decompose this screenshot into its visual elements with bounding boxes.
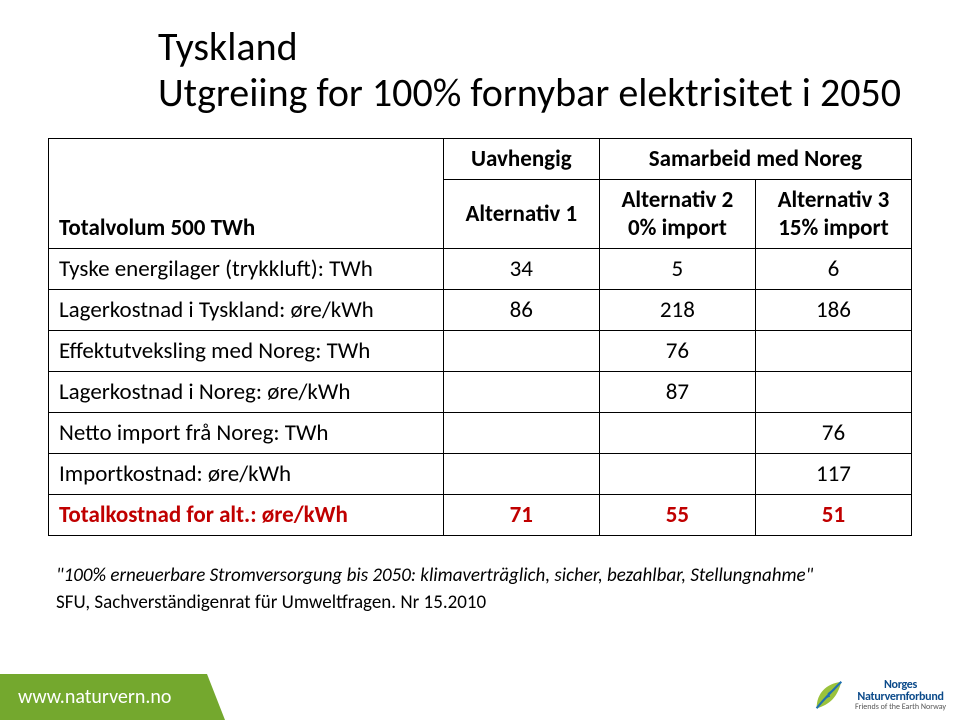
cell: [443, 331, 599, 372]
row-label: Netto import frå Noreg: TWh: [49, 413, 444, 454]
col-alt2: Alternativ 2 0% import: [599, 180, 755, 249]
table-row: Effektutveksling med Noreg: TWh 76: [49, 331, 912, 372]
col-alt3: Alternativ 3 15% import: [755, 180, 911, 249]
title-line-1: Tyskland: [158, 24, 912, 70]
row-label: Totalkostnad for alt.: øre/kWh: [49, 495, 444, 536]
cell: 34: [443, 249, 599, 290]
cell: [443, 413, 599, 454]
col-group-uavhengig: Uavhengig: [443, 139, 599, 180]
logo-text: Norges Naturvernforbund Friends of the E…: [855, 679, 946, 711]
row-label: Importkostnad: øre/kWh: [49, 454, 444, 495]
cell: [443, 454, 599, 495]
leaf-icon: [809, 676, 847, 714]
table-row: Netto import frå Noreg: TWh 76: [49, 413, 912, 454]
source-text: SFU, Sachverständigenrat für Umweltfrage…: [56, 591, 912, 614]
cell: [599, 454, 755, 495]
footer-url: www.naturvern.no: [0, 674, 225, 720]
row-label: Lagerkostnad i Tyskland: øre/kWh: [49, 290, 444, 331]
table-row: Lagerkostnad i Tyskland: øre/kWh 86 218 …: [49, 290, 912, 331]
cell: 76: [599, 331, 755, 372]
table-row: Importkostnad: øre/kWh 117: [49, 454, 912, 495]
col-alt2-b: 0% import: [628, 214, 727, 242]
slide: Tyskland Utgreiing for 100% fornybar ele…: [0, 0, 960, 720]
corner-header: Totalvolum 500 TWh: [49, 139, 444, 249]
cell: [755, 372, 911, 413]
cell: 76: [755, 413, 911, 454]
col-alt2-a: Alternativ 2: [622, 186, 734, 214]
title-block: Tyskland Utgreiing for 100% fornybar ele…: [158, 24, 912, 116]
data-table: Totalvolum 500 TWh Uavhengig Samarbeid m…: [48, 138, 912, 536]
table-head: Totalvolum 500 TWh Uavhengig Samarbeid m…: [49, 139, 912, 249]
cell: 71: [443, 495, 599, 536]
cell: 51: [755, 495, 911, 536]
cell: 55: [599, 495, 755, 536]
row-label: Effektutveksling med Noreg: TWh: [49, 331, 444, 372]
row-label: Lagerkostnad i Noreg: øre/kWh: [49, 372, 444, 413]
cell: [599, 413, 755, 454]
logo-line-bot: Friends of the Earth Norway: [855, 703, 946, 711]
footer-logo: Norges Naturvernforbund Friends of the E…: [809, 676, 946, 714]
cell: 218: [599, 290, 755, 331]
col-alt1: Alternativ 1: [443, 180, 599, 249]
row-label: Tyske energilager (trykkluft): TWh: [49, 249, 444, 290]
col-group-samarbeid: Samarbeid med Noreg: [599, 139, 911, 180]
cell: 186: [755, 290, 911, 331]
header-row-1: Totalvolum 500 TWh Uavhengig Samarbeid m…: [49, 139, 912, 180]
col-alt3-b: 15% import: [778, 214, 889, 242]
table-row: Lagerkostnad i Noreg: øre/kWh 87: [49, 372, 912, 413]
cell: 87: [599, 372, 755, 413]
cell: 86: [443, 290, 599, 331]
title-line-2: Utgreiing for 100% fornybar elektrisitet…: [158, 70, 912, 116]
table-body: Tyske energilager (trykkluft): TWh 34 5 …: [49, 249, 912, 536]
quote-text: "100% erneuerbare Stromversorgung bis 20…: [56, 564, 912, 587]
table-row: Tyske energilager (trykkluft): TWh 34 5 …: [49, 249, 912, 290]
cell: [443, 372, 599, 413]
total-row: Totalkostnad for alt.: øre/kWh 71 55 51: [49, 495, 912, 536]
cell: [755, 331, 911, 372]
cell: 5: [599, 249, 755, 290]
cell: 117: [755, 454, 911, 495]
col-alt3-a: Alternativ 3: [778, 186, 890, 214]
cell: 6: [755, 249, 911, 290]
footer: www.naturvern.no Norges Naturvernforbund…: [0, 674, 960, 720]
